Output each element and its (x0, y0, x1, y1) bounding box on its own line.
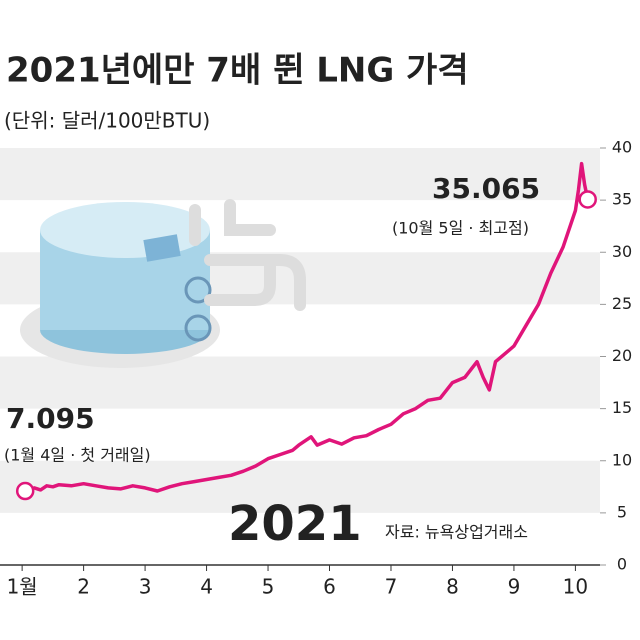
y-tick-label: 0 (617, 555, 627, 574)
x-tick-label: 3 (139, 575, 152, 599)
annotation: 2021 (228, 496, 362, 552)
chart-title: 2021년에만 7배 뛴 LNG 가격 (6, 51, 469, 91)
y-tick-label: 20 (612, 346, 632, 365)
tank-illustration (20, 199, 306, 368)
endpoint-marker (578, 190, 597, 209)
y-tick-label: 5 (617, 502, 627, 521)
endpoint-marker (15, 481, 35, 501)
annotation: (1월 4일 · 첫 거래일) (4, 446, 151, 465)
band-layer (0, 148, 600, 513)
y-tick-label: 25 (612, 294, 632, 313)
y-tick-label: 10 (612, 450, 632, 469)
y-tick-label: 15 (612, 398, 632, 417)
annotation: 자료: 뉴욕상업거래소 (385, 523, 528, 542)
annotation: 35.065 (432, 172, 540, 205)
x-tick-label: 9 (508, 575, 521, 599)
chart-subtitle: (단위: 달러/100만BTU) (4, 109, 210, 133)
x-tick-label: 4 (200, 575, 213, 599)
annotation: (10월 5일 · 최고점) (392, 219, 529, 238)
price-line (24, 161, 590, 493)
y-tick-label: 30 (612, 242, 632, 261)
background-band (0, 148, 600, 201)
y-tick-label: 35 (612, 190, 632, 209)
x-tick-label: 7 (385, 575, 398, 599)
x-tick-label: 5 (262, 575, 275, 599)
x-tick-label: 1월 (7, 575, 38, 599)
y-tick-label: 40 (612, 138, 632, 157)
x-tick-label: 10 (563, 575, 588, 599)
x-tick-label: 2 (77, 575, 90, 599)
x-tick-label: 6 (323, 575, 336, 599)
x-tick-label: 8 (446, 575, 459, 599)
annotation: 7.095 (6, 402, 95, 435)
